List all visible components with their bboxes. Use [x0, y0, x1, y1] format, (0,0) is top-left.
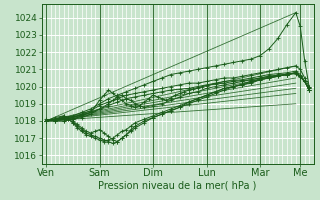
X-axis label: Pression niveau de la mer( hPa ): Pression niveau de la mer( hPa ) — [99, 181, 257, 191]
